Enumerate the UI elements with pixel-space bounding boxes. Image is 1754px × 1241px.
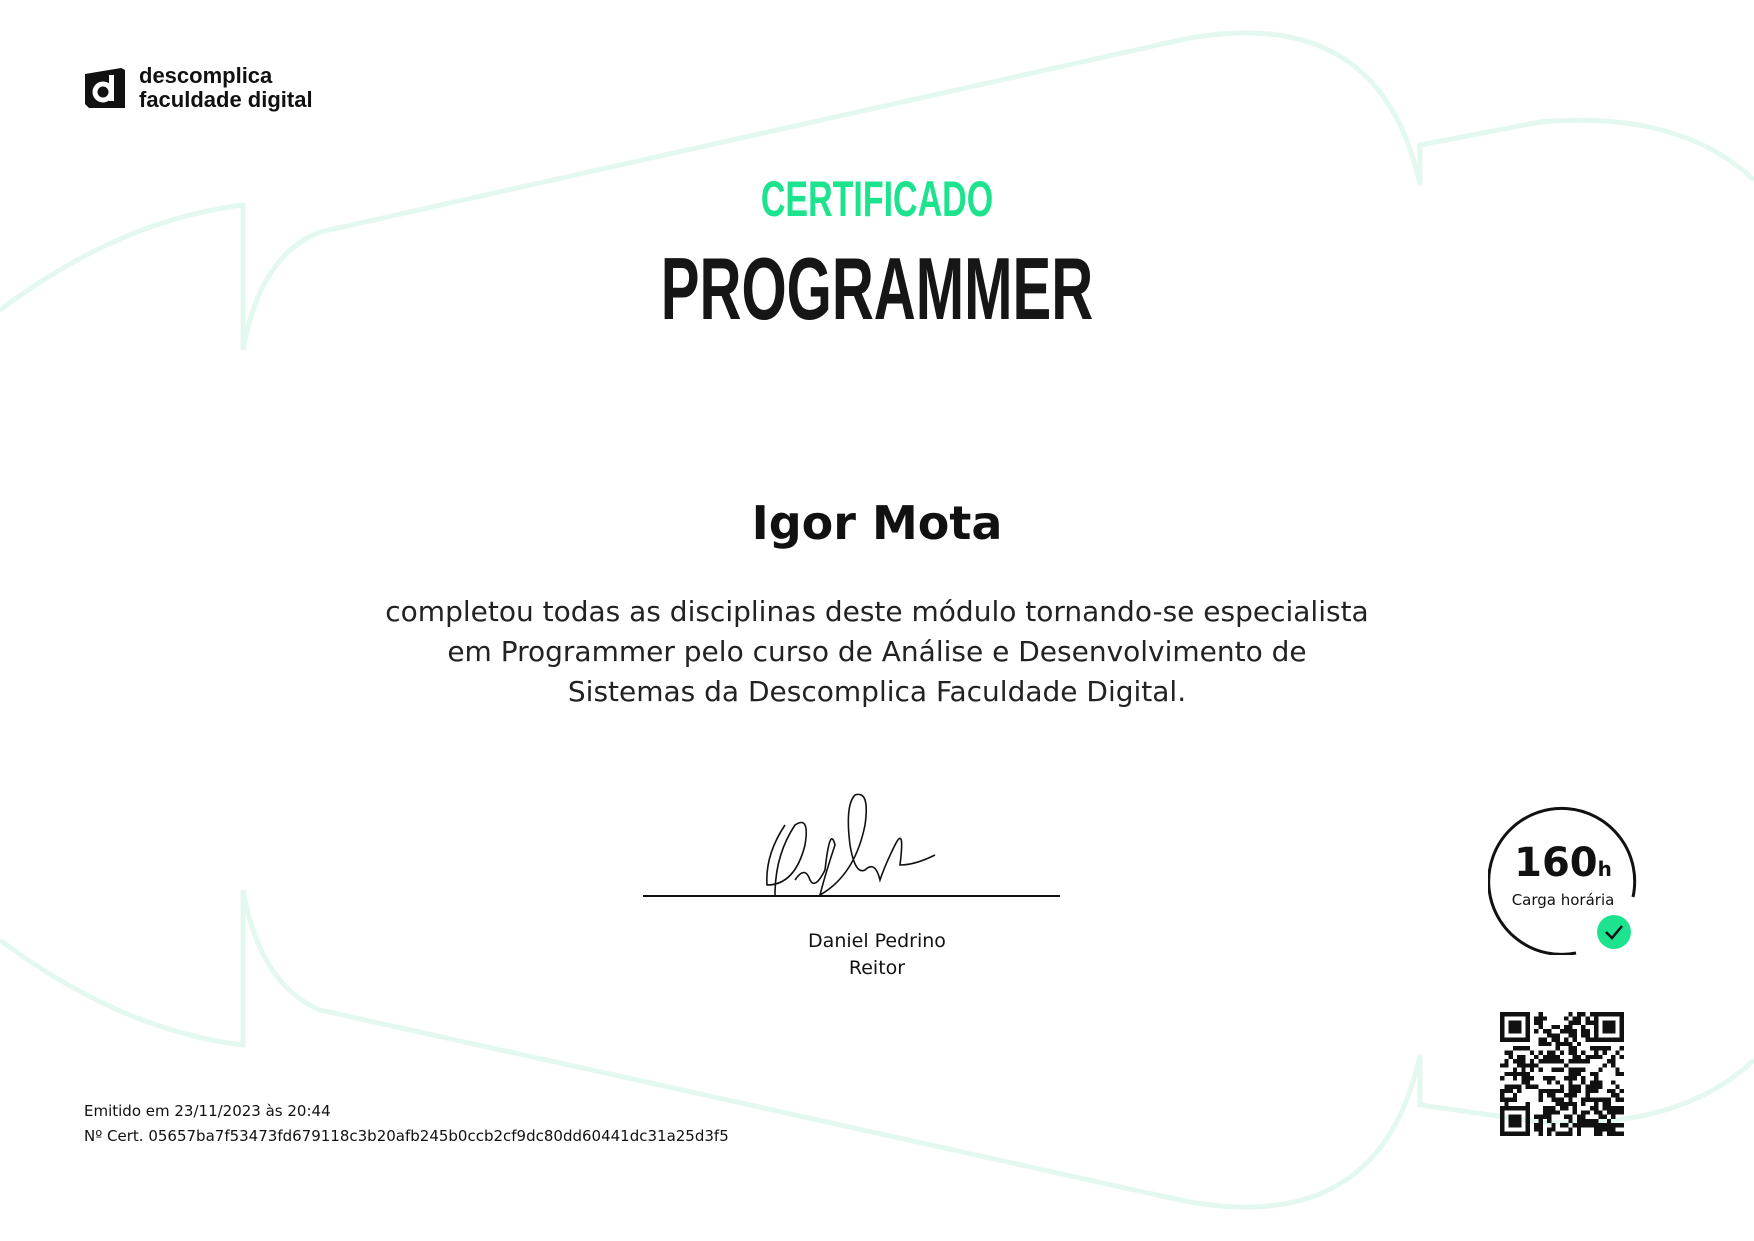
signer-name: Daniel Pedrino (808, 930, 946, 952)
description-line: completou todas as disciplinas deste mód… (385, 595, 1369, 628)
brand-line1: descomplica (139, 63, 273, 88)
brand-logo: descomplica faculdade digital (83, 64, 313, 112)
certificate-number: Nº Cert. 05657ba7f53473fd679118c3b20afb2… (84, 1127, 729, 1145)
signature-line (643, 895, 1060, 897)
brand-line2: faculdade digital (139, 87, 313, 112)
certificate-footer: Emitido em 23/11/2023 às 20:44 Nº Cert. … (84, 1099, 729, 1149)
hours-value: 160 (1514, 840, 1598, 886)
signer-title: Reitor (848, 957, 906, 979)
description-line: Sistemas da Descomplica Faculdade Digita… (567, 675, 1187, 708)
workload-label: Carga horária (1511, 891, 1615, 909)
signer-block: Daniel Pedrino Reitor (0, 928, 1754, 982)
workload-hours: 160h (1488, 840, 1638, 886)
description-line: em Programmer pelo curso de Análise e De… (447, 635, 1307, 668)
hours-unit: h (1597, 857, 1612, 881)
course-title: PROGRAMMER (660, 239, 1094, 338)
descomplica-logo-icon (85, 68, 125, 108)
workload-badge (1488, 806, 1637, 955)
qr-code (1500, 1012, 1624, 1136)
qr-modules (1500, 1012, 1624, 1136)
signature (766, 793, 936, 897)
certificate-description: completou todas as disciplinas deste mód… (0, 592, 1754, 712)
certificate-label: CERTIFICADO (760, 171, 994, 227)
check-icon (1597, 915, 1631, 949)
issued-date: Emitido em 23/11/2023 às 20:44 (84, 1102, 331, 1120)
recipient-name: Igor Mota (751, 496, 1003, 550)
